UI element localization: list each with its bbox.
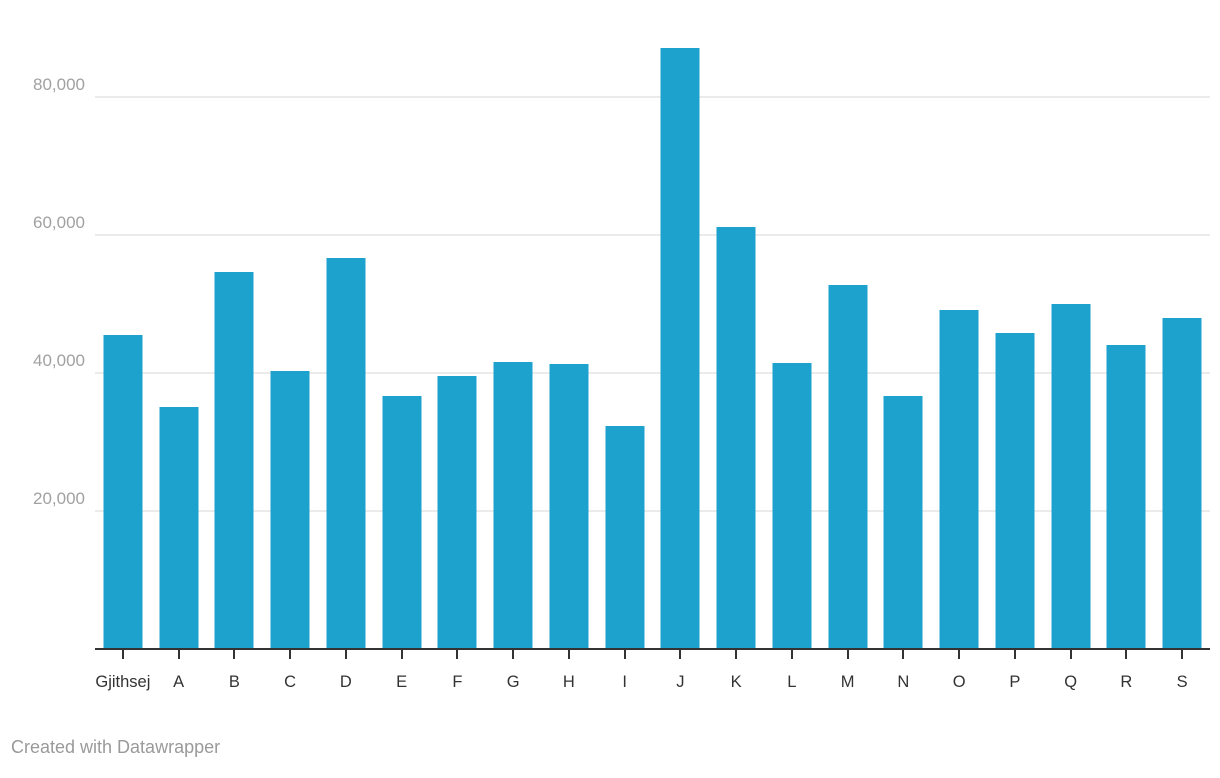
x-tick [121, 650, 124, 659]
bar-F [437, 375, 477, 649]
x-tick [735, 650, 738, 659]
bar-K [716, 226, 756, 649]
x-tick-label-B: B [228, 673, 240, 691]
plot-area [95, 14, 1210, 649]
bar-M [828, 284, 868, 649]
x-tick-label-O: O [952, 673, 966, 691]
bar-L [772, 363, 812, 649]
x-tick-label-J: J [676, 673, 685, 691]
x-tick [1013, 650, 1016, 659]
x-tick-label-E: E [396, 673, 408, 691]
x-axis: Gjithsej A B C D E F G H I J K L M N O P Q R S [95, 649, 1210, 709]
bar-I [605, 426, 645, 649]
bar-C [270, 370, 310, 649]
x-tick-label-F: F [452, 673, 463, 691]
bar-R [1106, 344, 1146, 649]
x-tick-label-M: M [840, 673, 855, 691]
x-tick-label-R: R [1120, 673, 1133, 691]
bar-N [883, 395, 923, 649]
x-tick [233, 650, 236, 659]
x-tick-label-Gjithsej: Gjithsej [95, 673, 151, 691]
bar-E [382, 395, 422, 649]
x-tick-label-L: L [787, 673, 797, 691]
x-tick-label-N: N [897, 673, 910, 691]
x-tick [512, 650, 515, 659]
x-axis-line [95, 648, 1210, 650]
x-tick-label-C: C [284, 673, 297, 691]
gridline-40000 [95, 371, 1210, 374]
x-tick [456, 650, 459, 659]
bar-B [214, 272, 254, 649]
bar-Gjithsej [103, 334, 143, 649]
x-tick [846, 650, 849, 659]
x-tick-label-D: D [339, 673, 352, 691]
y-tick-label: 60,000 [33, 213, 85, 233]
x-tick [958, 650, 961, 659]
x-tick [1181, 650, 1184, 659]
bar-P [995, 332, 1035, 649]
x-tick-label-K: K [730, 673, 742, 691]
x-tick-label-G: G [506, 673, 520, 691]
x-tick [289, 650, 292, 659]
bar-A [159, 406, 199, 649]
x-tick [344, 650, 347, 659]
gridline-20000 [95, 509, 1210, 512]
y-tick-label: 20,000 [33, 489, 85, 509]
gridline-80000 [95, 95, 1210, 98]
x-tick [567, 650, 570, 659]
x-tick-label-I: I [622, 673, 627, 691]
x-tick [1069, 650, 1072, 659]
x-tick [623, 650, 626, 659]
x-tick-label-S: S [1176, 673, 1188, 691]
bar-H [549, 363, 589, 649]
x-tick [790, 650, 793, 659]
gridline-60000 [95, 233, 1210, 236]
bar-S [1162, 317, 1202, 649]
x-tick-label-Q: Q [1064, 673, 1078, 691]
y-tick-label: 80,000 [33, 75, 85, 95]
y-axis: 20,000 40,000 60,000 80,000 [0, 14, 85, 649]
x-tick [902, 650, 905, 659]
x-tick [400, 650, 403, 659]
bar-O [939, 310, 979, 649]
bar-J [660, 47, 700, 649]
x-tick-label-H: H [562, 673, 575, 691]
x-tick [1125, 650, 1128, 659]
x-tick-label-A: A [173, 673, 185, 691]
x-tick [177, 650, 180, 659]
bar-G [493, 361, 533, 649]
bar-D [326, 257, 366, 649]
bar-Q [1051, 303, 1091, 649]
y-tick-label: 40,000 [33, 351, 85, 371]
datawrapper-credit-link[interactable]: Created with Datawrapper [11, 737, 221, 757]
x-tick [679, 650, 682, 659]
x-tick-label-P: P [1009, 673, 1021, 691]
